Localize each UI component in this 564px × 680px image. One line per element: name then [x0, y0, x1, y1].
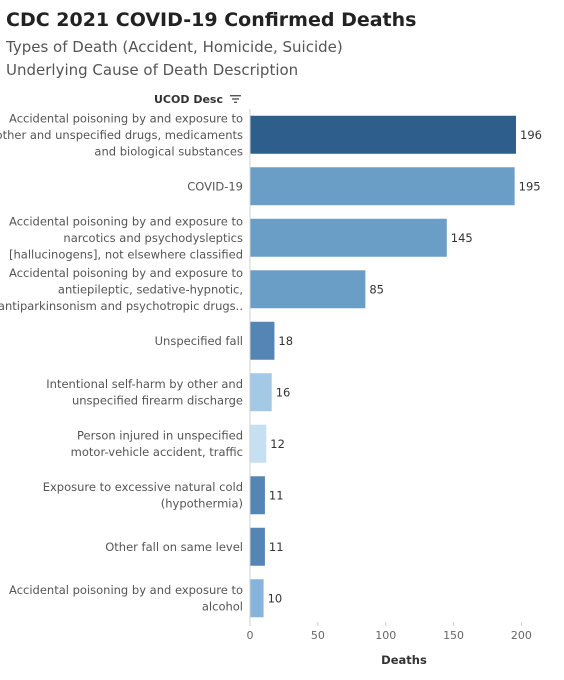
chart-subtitle-2: Underlying Cause of Death Description	[6, 61, 299, 79]
bar[interactable]	[250, 218, 447, 257]
bar[interactable]	[250, 527, 265, 566]
bar[interactable]	[250, 373, 272, 412]
category-label: Person injured in unspecified motor-vehic…	[71, 429, 243, 460]
column-header[interactable]: UCOD Desc	[154, 93, 242, 106]
x-tick-label: 200	[511, 629, 532, 642]
bar[interactable]	[250, 579, 264, 618]
bar-value-label: 18	[278, 334, 293, 348]
bar-value-label: 11	[269, 488, 284, 502]
bar[interactable]	[250, 115, 516, 154]
x-tick-label: 0	[247, 629, 254, 642]
chart-subtitle-1: Types of Death (Accident, Homicide, Suic…	[6, 38, 343, 56]
bar-value-label: 196	[520, 128, 542, 142]
category-label: Other fall on same level	[105, 540, 243, 554]
x-axis-title: Deaths	[381, 653, 427, 667]
sort-descending-icon[interactable]	[229, 94, 242, 104]
chart-title: CDC 2021 COVID-19 Confirmed Deaths	[6, 9, 417, 31]
x-tick-label: 150	[443, 629, 464, 642]
bar[interactable]	[250, 167, 515, 206]
bar-value-label: 85	[369, 282, 384, 296]
bar-value-label: 10	[268, 591, 283, 605]
bar[interactable]	[250, 424, 267, 463]
column-header-label: UCOD Desc	[154, 93, 223, 106]
x-tick-label: 100	[375, 629, 396, 642]
bar[interactable]	[250, 270, 366, 309]
category-label: Accidental poisoning by and exposure to a…	[0, 266, 243, 313]
category-label: Accidental poisoning by and exposure to n…	[9, 214, 243, 261]
category-label: Accidental poisoning by and exposure to a…	[9, 583, 243, 614]
category-label: Intentional self-harm by other and unspec…	[46, 377, 243, 408]
bar-value-label: 145	[451, 231, 473, 245]
bar-value-label: 11	[269, 540, 284, 554]
category-label: Accidental poisoning by and exposure to o…	[0, 111, 243, 158]
bar-value-label: 16	[276, 385, 291, 399]
category-label: Unspecified fall	[155, 334, 243, 348]
bar[interactable]	[250, 476, 265, 515]
bar-value-label: 195	[519, 179, 541, 193]
category-label: COVID-19	[187, 179, 243, 193]
bar-value-label: 12	[270, 437, 285, 451]
category-label: Exposure to excessive natural cold (hypot…	[43, 480, 243, 511]
x-tick-label: 50	[311, 629, 325, 642]
bar[interactable]	[250, 321, 275, 360]
